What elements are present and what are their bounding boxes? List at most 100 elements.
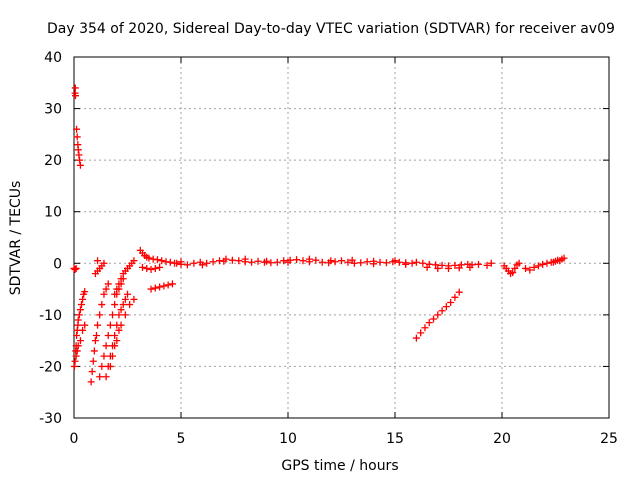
data-point [511,264,519,272]
data-point [160,282,168,290]
data-point [130,295,138,303]
series-main-band-tail-low [423,263,474,272]
data-point [198,261,206,269]
series-spike-upper [73,125,84,169]
series-main-band-dense [177,255,410,269]
data-point [90,347,98,355]
x-tick-label: 0 [70,431,79,447]
data-point [522,264,530,272]
data-point [530,263,538,271]
data-point [74,316,82,324]
data-point [241,255,249,263]
data-point [113,337,121,345]
series-early-arc-2 [72,321,89,360]
data-point [395,258,403,266]
data-point [75,311,83,319]
data-point [100,259,108,267]
y-axis: -30 -20 -10 0 10 20 30 40 [39,50,609,427]
data-point [526,266,534,274]
x-tick-label: 15 [386,431,404,447]
data-point [74,342,82,350]
data-point [417,329,425,337]
data-point [102,373,110,381]
data-point [445,264,452,272]
data-point [438,307,446,315]
x-tick-label: 20 [493,431,511,447]
data-point [318,258,326,266]
data-point [79,295,87,303]
data-point [77,301,85,309]
data-point [331,258,339,266]
series-early-flat [70,264,80,273]
data-point [73,133,81,141]
data-point [119,301,127,309]
data-point [111,301,119,309]
data-point [168,280,176,288]
x-tick-label: 5 [177,431,186,447]
x-axis: 0 5 10 15 20 25 [70,57,618,447]
data-point [451,261,459,269]
data-point [130,257,138,265]
data-point [104,331,112,339]
data-point [96,311,104,319]
data-point [111,290,119,298]
y-tick-label: -30 [39,411,62,427]
data-point [220,257,228,265]
y-axis-label: SDTVAR / TECUs [8,181,24,296]
data-point [98,362,106,370]
data-point [91,337,99,345]
data-point [92,331,100,339]
y-tick-label: 40 [44,50,62,66]
series-arc-e [111,257,138,298]
data-point [124,290,131,298]
data-point [434,311,442,319]
data-point [263,257,271,265]
data-point [209,258,217,266]
data-point [539,260,547,268]
data-point [143,264,151,272]
data-point [421,324,429,332]
data-point [89,357,97,365]
data-point [117,321,125,329]
plot-frame [73,56,610,419]
data-point [305,255,313,263]
data-point [451,293,459,301]
data-point [487,259,495,267]
data-point [543,259,551,267]
series-arc-f [91,259,108,278]
data-point [111,331,119,339]
data-point [94,257,102,265]
series-late-cluster-c [549,254,568,266]
data-point [106,362,114,370]
data-point [96,373,104,381]
data-point [312,256,320,264]
data-point [151,264,159,272]
data-point [71,84,79,92]
series-small-point [94,257,102,265]
data-point [267,259,275,267]
series-spike-top [71,84,79,100]
data-point [466,263,474,271]
y-tick-label: 10 [44,205,62,221]
data-point [348,256,356,264]
data-point [100,290,108,298]
grid [74,57,609,418]
data-point [115,326,123,334]
data-point [88,368,96,376]
data-point [412,334,420,342]
data-point [280,257,288,265]
data-point [293,256,301,264]
data-point [76,306,84,314]
data-point [102,342,110,350]
data-point [94,321,102,329]
x-tick-label: 10 [279,431,297,447]
data-point [156,263,164,271]
data-point [121,311,129,319]
data-point [111,342,119,350]
data-point [153,256,161,264]
data-point [391,257,399,265]
data-point [72,264,80,272]
x-axis-label: GPS time / hours [281,458,398,474]
data-point [156,283,164,291]
data-point [117,275,125,283]
